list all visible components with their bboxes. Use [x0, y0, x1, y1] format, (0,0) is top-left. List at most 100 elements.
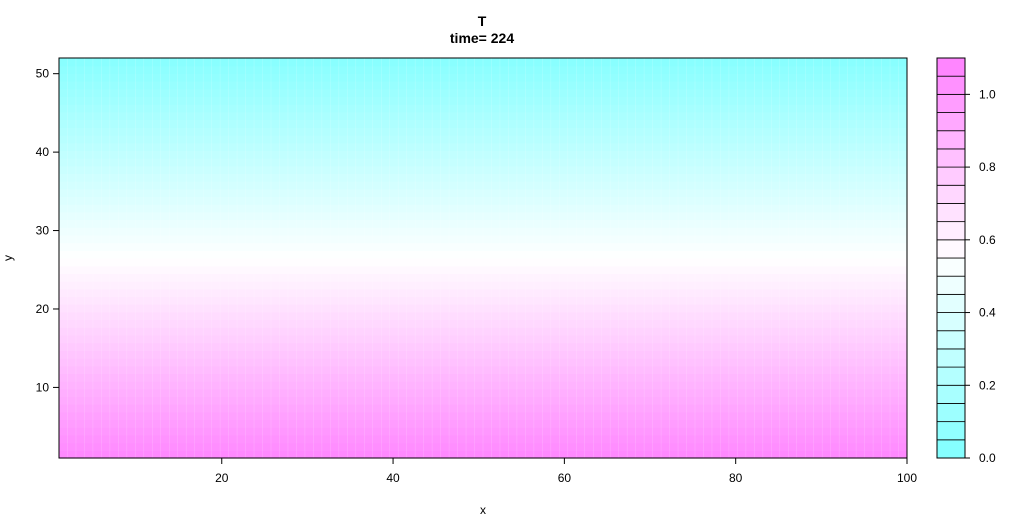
colorbar-segment: [936, 421, 966, 441]
heatmap-row: [59, 150, 907, 159]
heatmap-row: [59, 334, 907, 344]
colorbar-segment: [936, 184, 966, 204]
heatmap-row: [59, 204, 907, 213]
colorbar-segment: [936, 348, 966, 368]
heatmap-row: [59, 211, 907, 221]
colorbar-tick-label: 0.2: [979, 378, 996, 392]
colorbar-segment: [936, 439, 966, 459]
x-axis-label: x: [480, 503, 486, 517]
heatmap-row: [59, 127, 907, 136]
colorbar-segment: [936, 148, 966, 168]
x-tick-label: 80: [729, 471, 743, 485]
colorbar-segment: [936, 203, 966, 223]
colorbar-segment: [936, 221, 966, 241]
heatmap-row: [59, 296, 907, 305]
heatmap-row: [59, 104, 907, 113]
colorbar-segment: [936, 366, 966, 386]
heatmap-row: [59, 219, 907, 228]
heatmap-row: [59, 304, 907, 313]
colorbar-segment: [936, 75, 966, 95]
heatmap-row: [59, 327, 907, 336]
heatmap-row: [59, 404, 907, 413]
y-tick-label: 10: [36, 380, 50, 394]
heatmap-row: [59, 88, 907, 98]
y-tick-label: 30: [36, 224, 50, 238]
heatmap-row: [59, 81, 907, 90]
heatmap-row: [59, 450, 907, 459]
colorbar-segment: [936, 166, 966, 186]
heatmap-row: [59, 165, 907, 174]
heatmap-row: [59, 96, 907, 105]
y-tick-label: 40: [36, 145, 50, 159]
x-tick-label: 60: [558, 471, 572, 485]
y-axis-label: y: [1, 255, 15, 261]
colorbar-tick-label: 0.6: [979, 233, 996, 247]
heatmap-row: [59, 173, 907, 182]
heatmap-row: [59, 319, 907, 328]
heatmap-row: [59, 427, 907, 436]
heatmap-row: [59, 188, 907, 198]
colorbar-tick-label: 1.0: [979, 87, 996, 101]
chart-title: T: [478, 13, 487, 29]
colorbar-segment: [936, 275, 966, 295]
heatmap-row: [59, 242, 907, 251]
colorbar-segment: [936, 93, 966, 113]
heatmap-row: [59, 381, 907, 390]
colorbar-segment: [936, 403, 966, 423]
heatmap-row: [59, 434, 907, 444]
x-tick-label: 40: [386, 471, 400, 485]
colorbar-frame: [936, 57, 966, 459]
heatmap-row: [59, 111, 907, 121]
colorbar-segment: [936, 257, 966, 277]
colorbar-segment: [936, 312, 966, 332]
y-tick-label: 50: [36, 67, 50, 81]
colorbar-segment: [936, 384, 966, 404]
heatmap-row: [59, 365, 907, 374]
heatmap-row: [59, 396, 907, 405]
y-tick-label: 20: [36, 302, 50, 316]
heatmap-row: [59, 250, 907, 259]
heatmap-row: [59, 196, 907, 205]
colorbar-segment: [936, 239, 966, 259]
colorbar-segment: [936, 112, 966, 132]
heatmap-row: [59, 358, 907, 367]
heatmap-row: [59, 234, 907, 244]
heatmap-row: [59, 311, 907, 321]
heatmap-cells: [59, 58, 907, 459]
heatmap-row: [59, 288, 907, 298]
heatmap-row: [59, 388, 907, 398]
colorbar-tick-label: 0.4: [979, 306, 996, 320]
heatmap-row: [59, 181, 907, 190]
colorbar-tick-label: 0.8: [979, 160, 996, 174]
colorbar-segment: [936, 130, 966, 150]
colorbar-tick-label: 0.0: [979, 451, 996, 465]
heatmap-row: [59, 58, 907, 67]
x-tick-label: 20: [215, 471, 229, 485]
heatmap-row: [59, 342, 907, 351]
y-axis: 10 20 30 40 50: [36, 67, 59, 394]
colorbar-segment: [936, 330, 966, 350]
heatmap-row: [59, 411, 907, 421]
colorbar-segment: [936, 57, 966, 77]
chart-subtitle: time= 224: [450, 30, 514, 46]
heatmap-row: [59, 158, 907, 167]
heatmap-row: [59, 142, 907, 151]
colorbar: 0.0 0.2 0.4 0.6 0.8 1.0: [936, 57, 996, 465]
heatmap-row: [59, 273, 907, 282]
heatmap-row: [59, 419, 907, 428]
colorbar-segment: [936, 293, 966, 313]
heatmap-row: [59, 373, 907, 382]
heatmap-row: [59, 442, 907, 451]
heatmap-row: [59, 65, 907, 74]
heatmap-row: [59, 350, 907, 359]
heatmap-row: [59, 281, 907, 290]
heatmap-row: [59, 265, 907, 274]
heatmap-row: [59, 119, 907, 128]
heatmap-row: [59, 258, 907, 267]
heatmap-row: [59, 227, 907, 236]
plot-frame: [58, 57, 908, 459]
x-axis: 20 40 60 80 100: [215, 458, 917, 485]
x-tick-label: 100: [897, 471, 917, 485]
heatmap-row: [59, 134, 907, 144]
